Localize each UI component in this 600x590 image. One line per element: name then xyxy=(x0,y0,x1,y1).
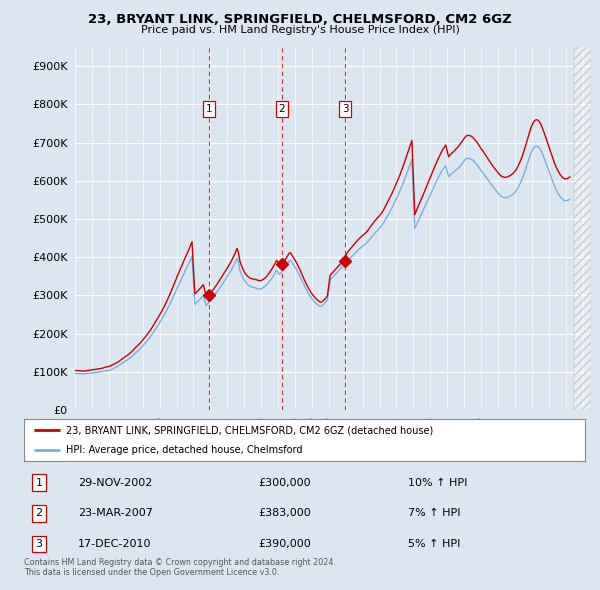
Text: 5% ↑ HPI: 5% ↑ HPI xyxy=(408,539,460,549)
Text: £390,000: £390,000 xyxy=(258,539,311,549)
Text: This data is licensed under the Open Government Licence v3.0.: This data is licensed under the Open Gov… xyxy=(24,568,280,576)
Text: 1: 1 xyxy=(35,478,43,487)
Text: Price paid vs. HM Land Registry's House Price Index (HPI): Price paid vs. HM Land Registry's House … xyxy=(140,25,460,35)
Text: 7% ↑ HPI: 7% ↑ HPI xyxy=(408,509,461,518)
Text: £383,000: £383,000 xyxy=(258,509,311,518)
Text: 2: 2 xyxy=(278,104,285,114)
Text: 3: 3 xyxy=(35,539,43,549)
Text: 10% ↑ HPI: 10% ↑ HPI xyxy=(408,478,467,487)
Text: 23, BRYANT LINK, SPRINGFIELD, CHELMSFORD, CM2 6GZ (detached house): 23, BRYANT LINK, SPRINGFIELD, CHELMSFORD… xyxy=(66,425,433,435)
Text: 17-DEC-2010: 17-DEC-2010 xyxy=(78,539,151,549)
Text: 3: 3 xyxy=(341,104,349,114)
Text: Contains HM Land Registry data © Crown copyright and database right 2024.: Contains HM Land Registry data © Crown c… xyxy=(24,558,336,566)
Text: HPI: Average price, detached house, Chelmsford: HPI: Average price, detached house, Chel… xyxy=(66,445,302,455)
Text: 23-MAR-2007: 23-MAR-2007 xyxy=(78,509,153,518)
Text: 1: 1 xyxy=(206,104,212,114)
Text: £300,000: £300,000 xyxy=(258,478,311,487)
Text: 29-NOV-2002: 29-NOV-2002 xyxy=(78,478,152,487)
Text: 23, BRYANT LINK, SPRINGFIELD, CHELMSFORD, CM2 6GZ: 23, BRYANT LINK, SPRINGFIELD, CHELMSFORD… xyxy=(88,13,512,26)
Text: 2: 2 xyxy=(35,509,43,518)
